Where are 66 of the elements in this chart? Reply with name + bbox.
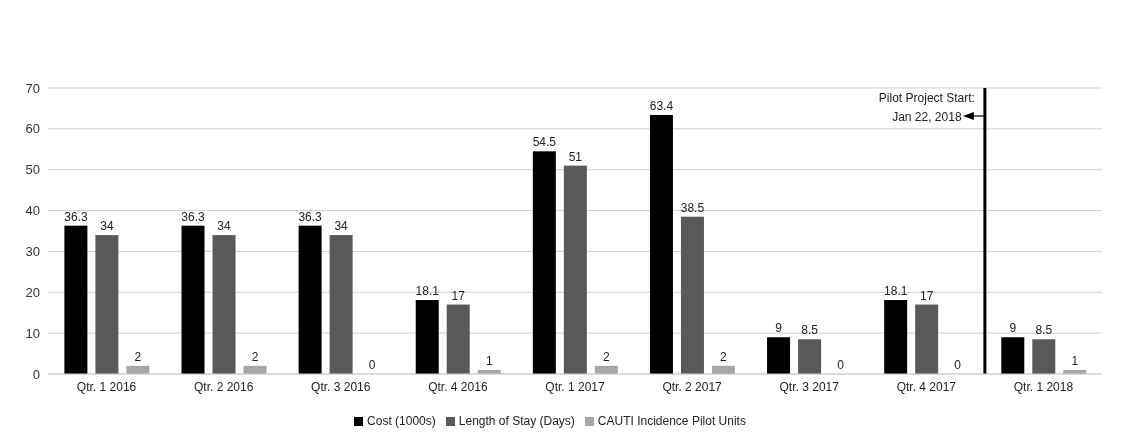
data-label: 51 [568, 149, 583, 164]
data-label: 9 [1009, 321, 1017, 336]
data-label: 34 [217, 219, 231, 234]
data-label: 54.5 [532, 135, 557, 150]
bar [532, 151, 556, 374]
bar [446, 304, 470, 374]
y-tick-label: 40 [25, 203, 40, 219]
bar [298, 225, 322, 374]
y-tick-label: 20 [25, 284, 40, 300]
x-tick-label: Qtr. 4 2017 [896, 379, 957, 394]
y-tick-label: 0 [32, 366, 40, 382]
data-label: 1 [1071, 353, 1079, 368]
x-tick-label: Qtr. 2 2017 [662, 379, 723, 394]
legend-label: CAUTI Incidence Pilot Units [597, 414, 746, 428]
x-tick-label: Qtr. 1 2018 [1013, 379, 1074, 394]
legend-label: Length of Stay (Days) [458, 414, 575, 428]
data-label: 17 [919, 288, 934, 303]
data-label: 2 [134, 349, 142, 364]
bar [767, 337, 791, 374]
bar [329, 235, 353, 374]
data-label: 1 [485, 353, 493, 368]
data-label: 17 [451, 288, 466, 303]
x-tick-label: Qtr. 1 2016 [76, 379, 137, 394]
bar [415, 300, 439, 374]
bar [798, 339, 822, 374]
bar [1032, 339, 1056, 374]
bar [64, 225, 88, 374]
y-tick-label: 70 [25, 80, 40, 96]
bar [649, 114, 673, 374]
bar [1001, 337, 1025, 374]
x-tick-label: Qtr. 3 2017 [779, 379, 840, 394]
bar [915, 304, 939, 374]
data-label: 0 [837, 358, 845, 372]
x-tick-label: Qtr. 1 2017 [545, 379, 606, 394]
legend-label: Cost (1000s) [367, 414, 436, 428]
data-label: 38.5 [680, 200, 705, 215]
x-tick-label: Qtr. 2 2016 [193, 379, 254, 394]
bar [680, 216, 704, 374]
data-label: 63.4 [649, 98, 674, 113]
x-tick-label: Qtr. 4 2016 [428, 379, 488, 394]
data-label: 34 [334, 219, 349, 234]
data-label: 34 [100, 219, 114, 234]
y-tick-label: 60 [25, 121, 40, 137]
bar [181, 225, 205, 374]
bar [212, 235, 236, 374]
data-label: 9 [775, 321, 783, 336]
ref-line-label: Pilot Project Start: Jan 22, 2018 [878, 91, 975, 124]
bar [884, 300, 908, 374]
data-label: 0 [368, 358, 376, 372]
bar [563, 165, 587, 374]
data-label: 36.3 [64, 209, 88, 224]
y-tick-label: 10 [25, 325, 40, 341]
data-label: 8.5 [1035, 323, 1053, 338]
data-label: 36.3 [181, 209, 206, 224]
y-tick-label: 50 [25, 162, 40, 178]
data-label: 0 [954, 358, 962, 372]
data-label: 18.1 [883, 284, 908, 299]
data-label: 2 [720, 349, 728, 364]
data-label: 36.3 [298, 209, 323, 224]
data-label: 2 [603, 349, 610, 364]
y-tick-label: 30 [25, 244, 40, 260]
data-label: 2 [251, 349, 259, 364]
x-tick-label: Qtr. 3 2016 [311, 379, 371, 394]
bar [95, 235, 119, 374]
data-label: 18.1 [415, 284, 440, 299]
data-label: 8.5 [801, 323, 819, 338]
